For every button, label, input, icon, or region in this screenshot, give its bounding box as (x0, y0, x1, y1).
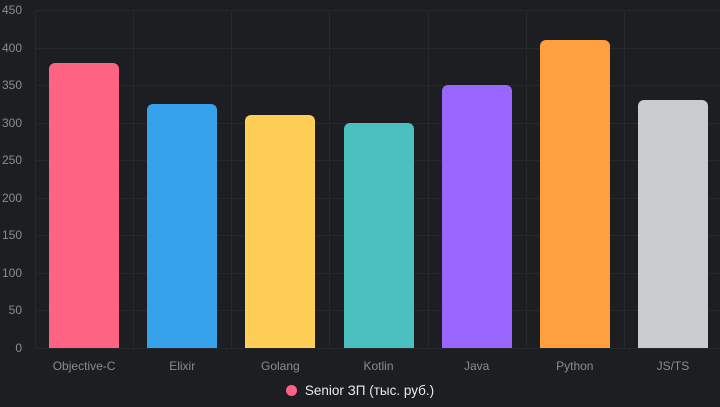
bar-elixir[interactable] (147, 103, 218, 348)
bar-objective-c[interactable] (49, 62, 120, 348)
y-axis-tick-label: 450 (1, 3, 22, 17)
gridline-vertical (623, 10, 625, 348)
y-axis-tick-label: 300 (1, 115, 22, 130)
y-axis-tick-label: 250 (1, 153, 22, 168)
y-axis-tick-label: 0 (15, 341, 22, 355)
bar-java[interactable] (441, 85, 512, 348)
x-axis-tick-label: Kotlin (363, 359, 394, 373)
y-axis-tick-label: 400 (1, 40, 22, 55)
y-axis-tick-label: 100 (1, 265, 22, 280)
x-axis-tick-label: Java (463, 359, 490, 373)
gridline-vertical (231, 10, 233, 348)
gridline-vertical (133, 10, 135, 348)
legend-item[interactable]: Senior ЗП (тыс. руб.) (0, 383, 720, 398)
y-axis-tick-label: 50 (8, 303, 22, 318)
x-axis-tick-label: Python (556, 359, 594, 373)
bar-js-ts[interactable] (637, 100, 708, 348)
x-axis-tick-label: Elixir (169, 359, 196, 373)
y-axis-tick-label: 150 (1, 228, 22, 243)
gridline-horizontal (35, 348, 720, 349)
bar-golang[interactable] (245, 115, 316, 348)
gridline-horizontal (35, 85, 720, 87)
x-axis-tick-label: Golang (260, 359, 300, 373)
y-axis-tick-label: 350 (1, 78, 22, 93)
gridline-horizontal (35, 47, 720, 49)
gridline-horizontal (35, 10, 720, 11)
x-axis-tick-label: JS/TS (656, 359, 690, 373)
gridline-vertical (35, 10, 36, 348)
gridline-vertical (329, 10, 331, 348)
x-axis-tick-label: Objective-C (52, 359, 116, 373)
bar-kotlin[interactable] (343, 122, 414, 348)
legend-label: Senior ЗП (тыс. руб.) (304, 383, 435, 398)
bar-python[interactable] (539, 40, 610, 348)
gridline-vertical (427, 10, 429, 348)
gridline-vertical (525, 10, 527, 348)
y-axis-tick-label: 200 (1, 190, 22, 205)
legend-marker-icon (285, 385, 297, 396)
